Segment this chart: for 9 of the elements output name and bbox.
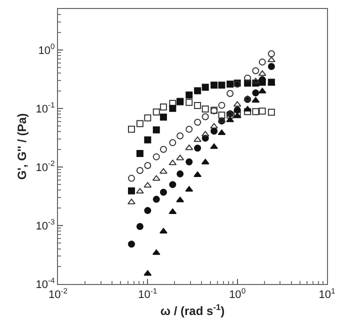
x-tick-label: 10$^{-1}$ xyxy=(138,286,158,302)
x-tick-label: 10$^{1}$ xyxy=(318,286,336,302)
x-axis-title: ω / (rad s$^{-1}$) xyxy=(160,302,225,318)
y-tick-label: 10$^{-3}$ xyxy=(36,218,55,232)
y-axis-title: G', G'' / (Pa) xyxy=(15,113,30,180)
y-tick-label: 10$^{-1}$ xyxy=(36,100,55,116)
x-tick-label: 10$^{0}$ xyxy=(229,286,246,302)
y-tick-label: 10$^{0}$ xyxy=(38,42,55,57)
y-tick-label: 10$^{-2}$ xyxy=(36,159,55,174)
